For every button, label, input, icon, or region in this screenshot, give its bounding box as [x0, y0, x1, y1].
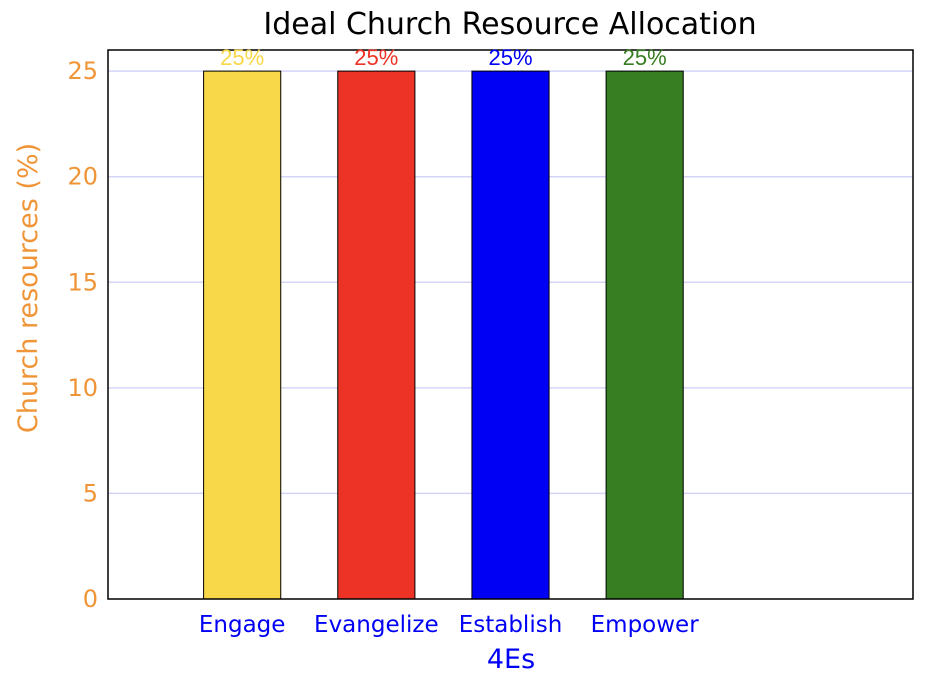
plot-frame: [107, 49, 914, 600]
data-label-empower: 25%: [623, 45, 667, 70]
x-axis-label: 4Es: [487, 644, 535, 675]
y-tick-label: 25: [67, 57, 98, 85]
x-tick-label-establish: Establish: [459, 612, 563, 638]
y-tick-label: 5: [83, 479, 98, 507]
data-labels: 25% 25% 25% 25%: [220, 45, 667, 70]
x-axis-ticks: Engage Evangelize Establish Empower: [199, 612, 699, 638]
data-label-evangelize: 25%: [354, 45, 398, 70]
y-axis-ticks: 0 5 10 15 20 25: [67, 57, 98, 613]
data-label-establish: 25%: [488, 45, 532, 70]
chart-title: Ideal Church Resource Allocation: [263, 7, 756, 42]
y-tick-label: 20: [67, 163, 98, 191]
x-tick-label-empower: Empower: [591, 612, 700, 638]
data-label-engage: 25%: [220, 45, 264, 70]
y-tick-label: 0: [83, 585, 98, 613]
bar-establish: [471, 70, 550, 600]
bar-engage: [203, 70, 282, 600]
bar-empower: [605, 70, 684, 600]
bar-evangelize: [337, 70, 416, 600]
bars: [203, 70, 684, 600]
x-tick-label-evangelize: Evangelize: [314, 612, 439, 638]
y-tick-label: 15: [67, 268, 98, 296]
x-tick-label-engage: Engage: [199, 612, 286, 638]
y-tick-label: 10: [67, 374, 98, 402]
y-axis-label: Church resources (%): [13, 143, 44, 433]
